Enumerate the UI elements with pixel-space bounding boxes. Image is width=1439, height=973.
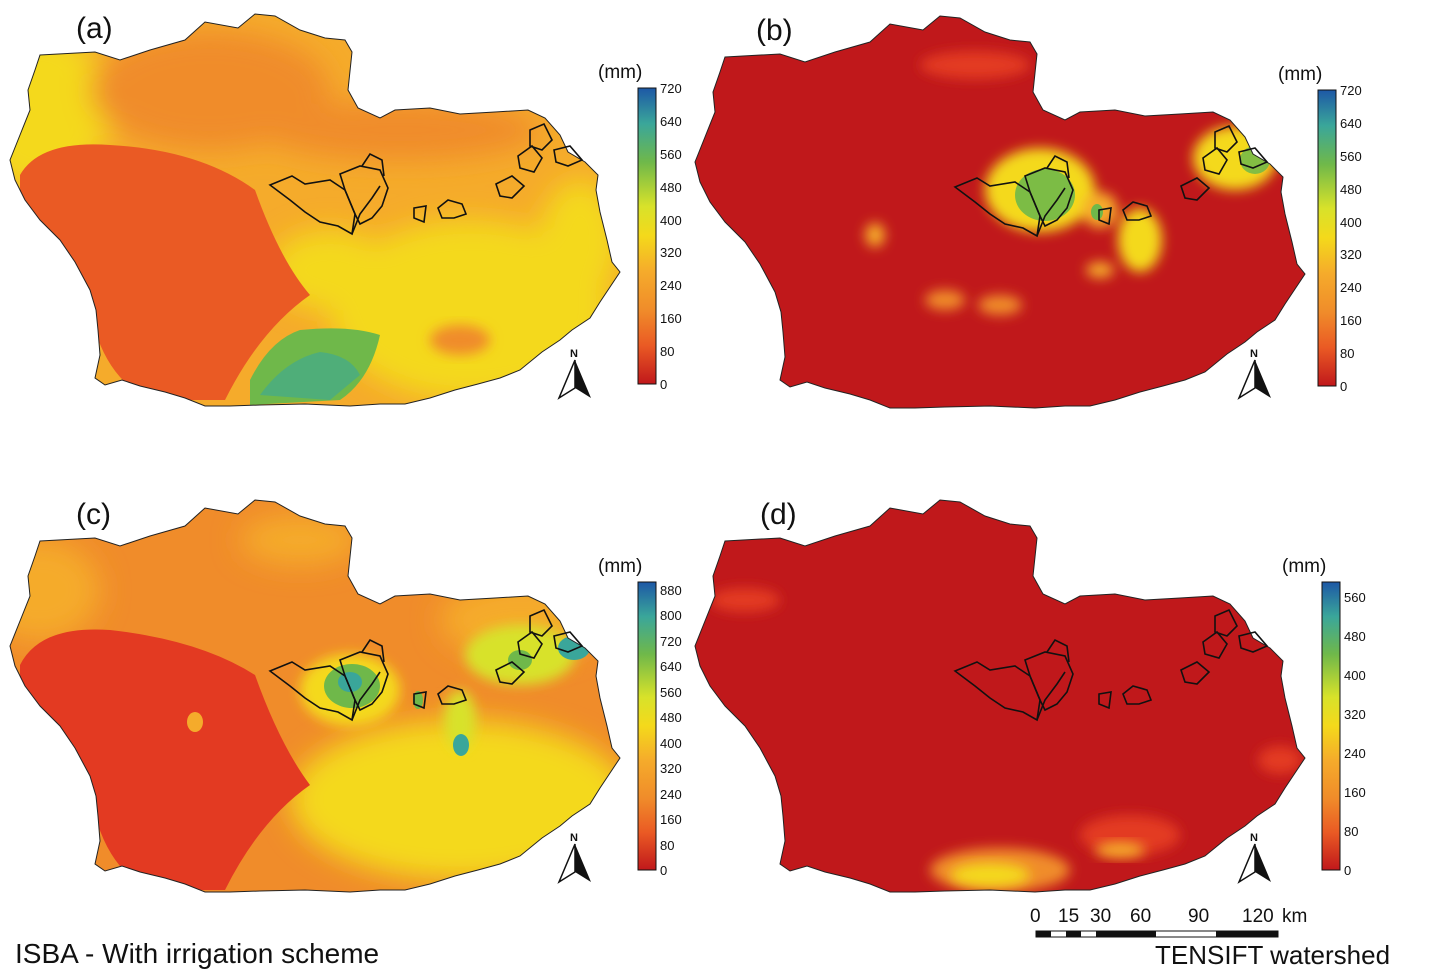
colorbar-tick-label: 160	[660, 812, 682, 828]
colorbar-tick-label: 400	[1344, 668, 1366, 683]
north-label-d: N	[1250, 832, 1258, 844]
colorbar-tick-label: 0	[660, 863, 668, 878]
colorbar-tick-label: 560	[660, 684, 682, 700]
colorbar-tick-label: 160	[1340, 313, 1362, 329]
colorbar-tick-label: 0	[660, 377, 668, 392]
colorbar-a	[637, 87, 657, 385]
colorbar-tick-label: 400	[660, 735, 682, 751]
colorbar-tick-label: 560	[660, 146, 682, 162]
colorbar-b	[1317, 89, 1337, 387]
panel-label-c: (c)	[76, 498, 111, 531]
colorbar-tick-label: 80	[660, 344, 675, 360]
panel-label-b: (b)	[756, 14, 793, 47]
colorbar-tick-label: 640	[1340, 115, 1362, 131]
colorbar-tick-label: 560	[1344, 590, 1366, 605]
legend-unit-b: (mm)	[1278, 64, 1323, 85]
colorbar-tick-label: 240	[1340, 280, 1362, 296]
colorbar-tick-label: 560	[1340, 148, 1362, 164]
north-label-b: N	[1250, 348, 1258, 360]
colorbar-tick-label: 400	[660, 212, 682, 228]
colorbar-tick-label: 240	[660, 786, 682, 802]
caption-right: TENSIFT watershed	[1155, 940, 1391, 970]
scale-bar-tick: 90	[1188, 906, 1210, 927]
colorbar-tick-label: 0	[1344, 863, 1352, 878]
colorbar-tick-label: 480	[660, 179, 682, 195]
scale-bar	[1035, 930, 1279, 938]
scale-bar-tick: 30	[1090, 906, 1112, 927]
colorbar-tick-label: 480	[660, 710, 682, 726]
legend-unit-d: (mm)	[1282, 556, 1327, 577]
colorbar-tick-label: 720	[660, 81, 682, 96]
colorbar-tick-label: 320	[1344, 707, 1366, 722]
panel-label-d: (d)	[760, 498, 797, 531]
colorbar-tick-label: 480	[1344, 629, 1366, 644]
scale-bar-tick: 120	[1242, 906, 1274, 927]
scale-bar-tick: 60	[1130, 906, 1152, 927]
map-panel-d	[694, 499, 1306, 893]
colorbar-tick-label: 480	[1340, 181, 1362, 197]
panel-label-a: (a)	[76, 12, 113, 45]
colorbar-tick-label: 240	[1344, 746, 1366, 761]
colorbar-tick-label: 320	[1340, 247, 1362, 263]
colorbar-tick-label: 720	[660, 633, 682, 649]
colorbar-tick-label: 80	[1340, 346, 1355, 362]
scale-bar-tick: 0	[1030, 906, 1041, 927]
colorbar-tick-label: 320	[660, 761, 682, 777]
colorbar-c	[637, 581, 657, 871]
colorbar-tick-label: 160	[1344, 785, 1366, 800]
legend-unit-c: (mm)	[598, 556, 643, 577]
map-panel-b	[694, 15, 1306, 409]
colorbar-tick-label: 320	[660, 245, 682, 261]
map-panel-a	[9, 13, 621, 407]
colorbar-tick-label: 80	[1344, 824, 1359, 839]
colorbar-tick-label: 80	[660, 837, 675, 853]
legend-unit-a: (mm)	[598, 62, 643, 83]
colorbar-tick-label: 160	[660, 311, 682, 327]
colorbar-tick-label: 720	[1340, 83, 1362, 98]
north-label-c: N	[570, 832, 578, 844]
colorbar-tick-label: 880	[660, 583, 682, 598]
colorbar-tick-label: 400	[1340, 214, 1362, 230]
caption-left: ISBA - With irrigation scheme	[15, 938, 380, 969]
colorbar-tick-label: 640	[660, 113, 682, 129]
colorbar-tick-label: 0	[1340, 379, 1348, 394]
scale-bar-unit: km	[1282, 906, 1308, 927]
colorbar-d	[1321, 581, 1341, 871]
north-label-a: N	[570, 348, 578, 360]
colorbar-tick-label: 640	[660, 659, 682, 675]
colorbar-tick-label: 240	[660, 278, 682, 294]
map-panel-c	[9, 499, 621, 893]
colorbar-tick-label: 800	[660, 608, 682, 624]
scale-bar-tick: 15	[1058, 906, 1080, 927]
